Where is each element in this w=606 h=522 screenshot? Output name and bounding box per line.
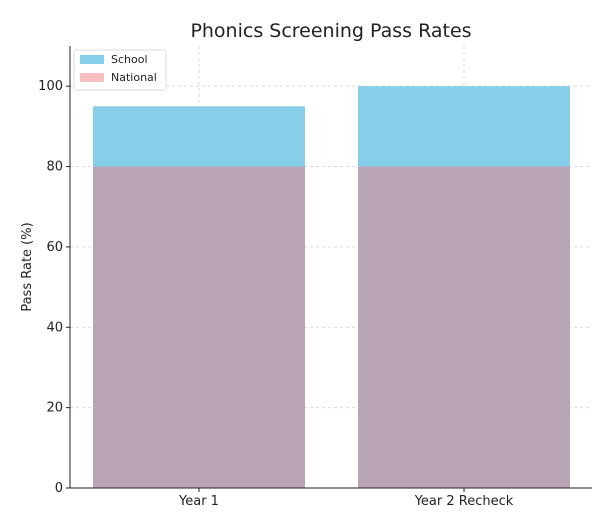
legend-swatch-national: [80, 73, 104, 82]
legend-swatch-school: [80, 55, 104, 64]
y-tick-label-3: 60: [46, 240, 63, 255]
x-tick-label-0: Year 1: [178, 494, 219, 509]
x-tick-label-1: Year 2 Recheck: [414, 494, 514, 509]
axes: [69, 46, 592, 489]
bars: [93, 86, 570, 488]
legend-label-national: National: [111, 71, 157, 84]
y-axis-label: Pass Rate (%): [20, 222, 35, 311]
chart-title: Phonics Screening Pass Rates: [190, 20, 471, 42]
bar-national-0: [93, 166, 305, 488]
legend-label-school: School: [111, 53, 148, 66]
y-tick-label-0: 0: [55, 481, 63, 496]
y-tick-label-1: 20: [46, 401, 63, 416]
y-ticks: 0 20 40 60 80 100: [38, 79, 70, 496]
legend: School National: [73, 49, 167, 91]
y-tick-label-4: 80: [46, 160, 63, 175]
bar-national-1: [358, 166, 570, 488]
y-tick-label-2: 40: [46, 320, 63, 335]
x-ticks: Year 1 Year 2 Recheck: [178, 488, 514, 509]
y-tick-label-5: 100: [38, 79, 63, 94]
